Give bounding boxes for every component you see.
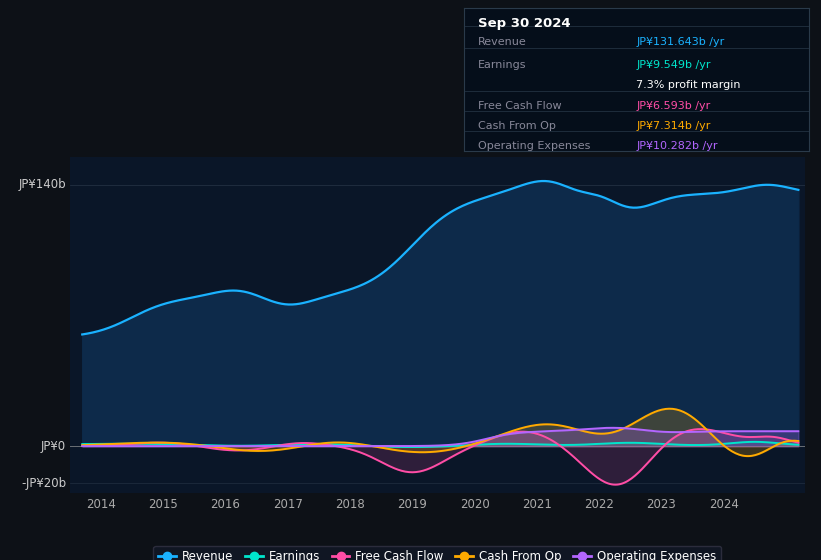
Text: Cash From Op: Cash From Op (478, 121, 556, 131)
Legend: Revenue, Earnings, Free Cash Flow, Cash From Op, Operating Expenses: Revenue, Earnings, Free Cash Flow, Cash … (154, 546, 721, 560)
Text: Revenue: Revenue (478, 37, 526, 47)
Text: JP¥140b: JP¥140b (19, 178, 67, 192)
Text: Sep 30 2024: Sep 30 2024 (478, 17, 571, 30)
Text: Operating Expenses: Operating Expenses (478, 141, 590, 151)
Text: JP¥7.314b /yr: JP¥7.314b /yr (636, 121, 711, 131)
Text: JP¥9.549b /yr: JP¥9.549b /yr (636, 60, 711, 70)
Text: JP¥6.593b /yr: JP¥6.593b /yr (636, 101, 710, 111)
Text: Free Cash Flow: Free Cash Flow (478, 101, 562, 111)
Text: JP¥131.643b /yr: JP¥131.643b /yr (636, 37, 724, 47)
Text: JP¥10.282b /yr: JP¥10.282b /yr (636, 141, 718, 151)
Text: JP¥0: JP¥0 (41, 440, 67, 452)
Text: Earnings: Earnings (478, 60, 526, 70)
Text: 7.3% profit margin: 7.3% profit margin (636, 80, 741, 90)
Text: -JP¥20b: -JP¥20b (21, 477, 67, 490)
